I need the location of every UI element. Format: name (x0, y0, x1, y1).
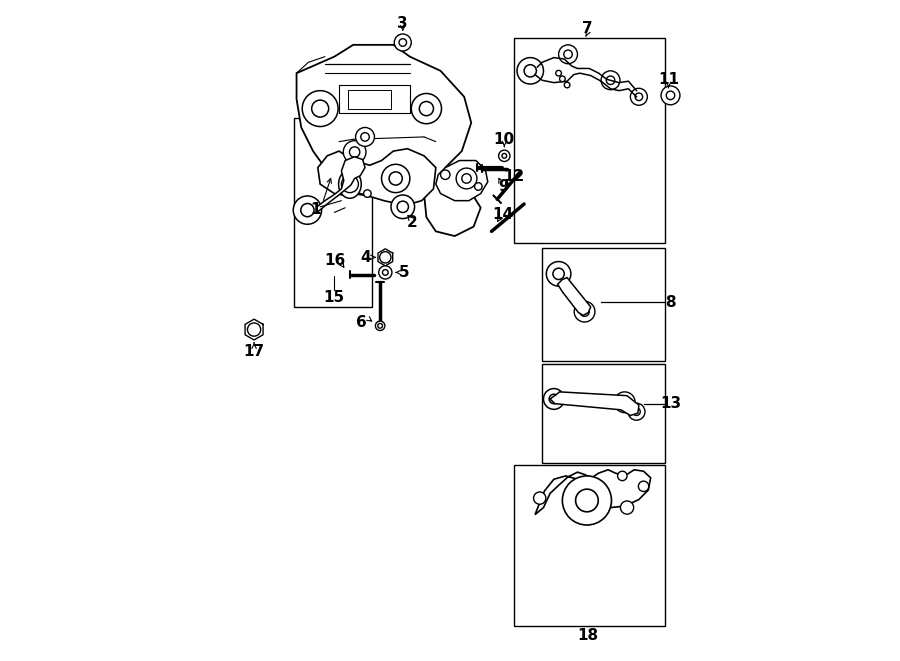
Circle shape (361, 133, 369, 141)
Circle shape (248, 323, 261, 336)
Circle shape (380, 252, 391, 263)
Circle shape (666, 91, 675, 100)
Circle shape (397, 201, 409, 212)
Circle shape (441, 170, 450, 179)
Polygon shape (318, 149, 436, 206)
Text: 14: 14 (492, 208, 513, 222)
Circle shape (474, 182, 482, 190)
Circle shape (524, 65, 536, 77)
Bar (348, 90, 391, 108)
Polygon shape (550, 392, 639, 416)
Text: 9: 9 (498, 179, 508, 194)
Circle shape (635, 93, 643, 100)
Circle shape (389, 172, 402, 185)
Circle shape (562, 476, 611, 525)
Text: 12: 12 (503, 169, 525, 184)
Circle shape (544, 389, 564, 409)
Text: 4: 4 (361, 250, 372, 265)
Circle shape (574, 301, 595, 322)
Circle shape (564, 82, 570, 88)
Bar (294, 118, 372, 307)
Circle shape (343, 141, 366, 163)
Text: 18: 18 (578, 627, 599, 642)
Circle shape (394, 34, 411, 51)
Text: 8: 8 (665, 295, 676, 309)
Circle shape (628, 403, 645, 420)
Circle shape (356, 128, 374, 146)
Circle shape (633, 408, 640, 416)
Circle shape (462, 174, 472, 183)
Circle shape (661, 86, 680, 105)
Text: 11: 11 (658, 72, 680, 87)
Circle shape (379, 266, 392, 279)
Bar (514, 465, 665, 625)
Text: 17: 17 (244, 344, 265, 359)
Circle shape (349, 147, 360, 157)
Circle shape (607, 76, 615, 85)
Circle shape (341, 176, 358, 192)
Circle shape (549, 394, 559, 404)
Ellipse shape (338, 170, 361, 198)
Text: 3: 3 (398, 16, 408, 31)
Circle shape (375, 321, 385, 330)
Text: 16: 16 (325, 253, 346, 268)
Circle shape (364, 190, 371, 198)
Circle shape (391, 195, 415, 219)
Bar (542, 248, 665, 361)
Polygon shape (436, 161, 488, 201)
Text: 5: 5 (399, 265, 410, 280)
Circle shape (499, 150, 510, 161)
Circle shape (502, 153, 507, 158)
Circle shape (302, 91, 338, 126)
Circle shape (559, 45, 578, 63)
Circle shape (411, 93, 442, 124)
Circle shape (617, 471, 627, 481)
Circle shape (638, 481, 649, 492)
Circle shape (620, 397, 629, 407)
Bar (514, 38, 665, 243)
Bar (542, 364, 665, 463)
Circle shape (399, 39, 407, 46)
Circle shape (615, 392, 635, 412)
Circle shape (563, 50, 572, 59)
Circle shape (560, 76, 565, 82)
Polygon shape (535, 470, 651, 515)
Text: 6: 6 (356, 315, 367, 329)
Text: 2: 2 (407, 215, 418, 230)
Circle shape (580, 307, 590, 317)
Polygon shape (297, 45, 481, 236)
Circle shape (576, 489, 598, 512)
Circle shape (456, 168, 477, 189)
Circle shape (556, 70, 562, 76)
Polygon shape (317, 157, 365, 212)
Text: 15: 15 (324, 290, 345, 305)
Circle shape (553, 268, 564, 280)
Circle shape (378, 323, 382, 328)
Circle shape (620, 501, 634, 514)
Text: 13: 13 (661, 396, 681, 411)
Text: 10: 10 (494, 132, 515, 147)
Circle shape (630, 89, 647, 105)
Polygon shape (558, 278, 590, 315)
Circle shape (546, 262, 571, 286)
Circle shape (293, 196, 321, 224)
Circle shape (601, 71, 620, 90)
Circle shape (311, 100, 328, 117)
Circle shape (534, 492, 545, 504)
Text: 7: 7 (581, 21, 592, 36)
Circle shape (419, 102, 434, 116)
Circle shape (517, 58, 544, 84)
Circle shape (301, 204, 314, 217)
Circle shape (382, 165, 410, 192)
Text: 1: 1 (310, 202, 320, 217)
Circle shape (382, 270, 388, 275)
